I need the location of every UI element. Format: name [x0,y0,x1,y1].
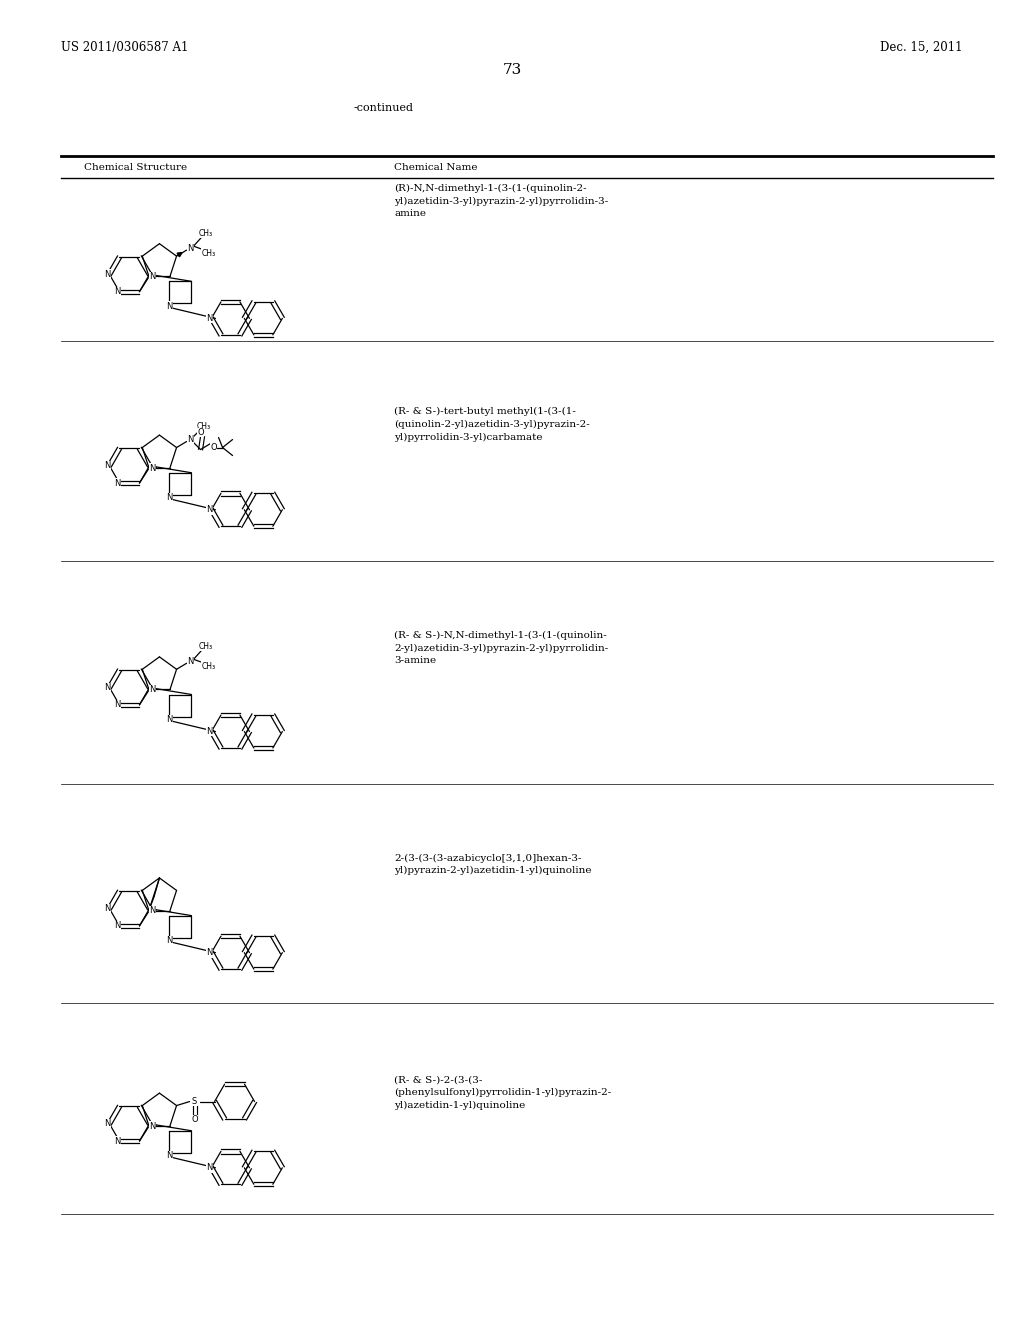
Text: N: N [150,272,156,281]
Text: (R- & S-)-N,N-dimethyl-1-(3-(1-(quinolin-
2-yl)azetidin-3-yl)pyrazin-2-yl)pyrrol: (R- & S-)-N,N-dimethyl-1-(3-(1-(quinolin… [394,631,608,665]
Text: (R)-N,N-dimethyl-1-(3-(1-(quinolin-2-
yl)azetidin-3-yl)pyrazin-2-yl)pyrrolidin-3: (R)-N,N-dimethyl-1-(3-(1-(quinolin-2- yl… [394,185,608,218]
Text: N: N [150,907,156,916]
Text: N: N [104,461,111,470]
Text: N: N [104,682,111,692]
Text: (R- & S-)-tert-butyl methyl(1-(3-(1-
(quinolin-2-yl)azetidin-3-yl)pyrazin-2-
yl): (R- & S-)-tert-butyl methyl(1-(3-(1- (qu… [394,407,590,442]
Text: O: O [198,428,204,437]
Text: N: N [206,506,213,515]
Text: N: N [104,904,111,913]
Text: CH₃: CH₃ [199,228,213,238]
Text: CH₃: CH₃ [199,642,213,651]
Text: N: N [206,1163,213,1172]
Text: N: N [150,463,156,473]
Text: N: N [166,494,173,503]
Text: N: N [115,1137,121,1146]
Text: N: N [104,269,111,279]
Text: N: N [187,436,194,444]
Text: Dec. 15, 2011: Dec. 15, 2011 [880,41,963,54]
Text: O: O [191,1115,198,1125]
Text: N: N [104,1119,111,1129]
Text: CH₃: CH₃ [202,248,216,257]
Text: Chemical Structure: Chemical Structure [84,164,187,172]
Text: N: N [115,479,121,487]
Text: N: N [187,657,194,665]
Text: N: N [166,1151,173,1160]
Text: -continued: -continued [354,103,414,114]
Text: CH₃: CH₃ [197,422,211,432]
Text: N: N [150,1122,156,1131]
Text: N: N [150,685,156,694]
Text: N: N [206,314,213,323]
Text: N: N [115,288,121,296]
Text: (R- & S-)-2-(3-(3-
(phenylsulfonyl)pyrrolidin-1-yl)pyrazin-2-
yl)azetidin-1-yl)q: (R- & S-)-2-(3-(3- (phenylsulfonyl)pyrro… [394,1076,611,1110]
Text: N: N [115,701,121,709]
Text: N: N [166,936,173,945]
Text: O: O [210,444,217,451]
Text: CH₃: CH₃ [202,661,216,671]
Text: N: N [206,948,213,957]
Text: N: N [166,715,173,725]
Text: N: N [187,244,194,252]
Text: N: N [115,921,121,931]
Text: N: N [166,302,173,312]
Text: Chemical Name: Chemical Name [394,164,478,172]
Text: 2-(3-(3-(3-azabicyclo[3,1,0]hexan-3-
yl)pyrazin-2-yl)azetidin-1-yl)quinoline: 2-(3-(3-(3-azabicyclo[3,1,0]hexan-3- yl)… [394,854,592,875]
Text: N: N [206,727,213,737]
Text: S: S [191,1097,198,1106]
Text: US 2011/0306587 A1: US 2011/0306587 A1 [61,41,188,54]
Text: 73: 73 [503,63,521,77]
